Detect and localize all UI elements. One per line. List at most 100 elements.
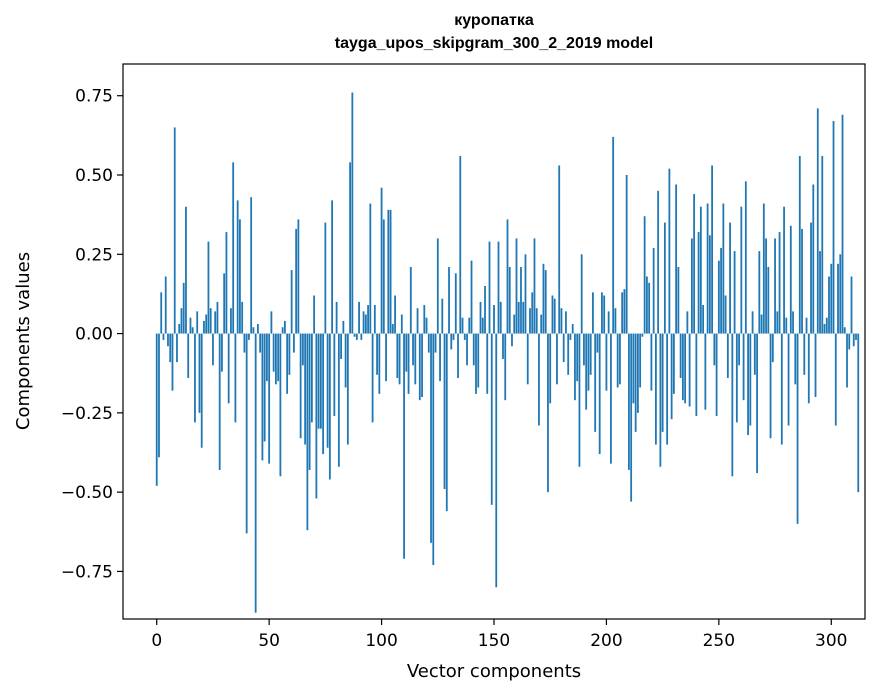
bar	[461, 317, 464, 334]
bar	[308, 333, 311, 470]
bar	[841, 114, 844, 334]
bar	[169, 333, 172, 363]
bar	[421, 333, 423, 397]
bar	[587, 333, 590, 391]
bar	[717, 260, 720, 334]
bar	[353, 333, 356, 337]
bar	[706, 203, 709, 334]
bar	[756, 333, 758, 474]
bar	[726, 333, 729, 378]
bar	[212, 333, 214, 366]
bar	[684, 333, 687, 404]
bar	[771, 333, 774, 363]
bar	[751, 311, 754, 334]
x-axis-label: Vector components	[407, 661, 581, 682]
bar	[470, 260, 473, 334]
bar	[373, 305, 376, 334]
bar	[515, 238, 518, 334]
bar	[567, 333, 570, 375]
bar	[409, 266, 412, 334]
bar	[340, 333, 342, 359]
bar	[355, 333, 358, 340]
y-tick-label: 0.00	[75, 325, 113, 345]
y-tick-label: −0.50	[61, 483, 113, 503]
bar	[819, 251, 821, 334]
bar	[200, 333, 203, 448]
bar	[182, 282, 185, 334]
bar	[362, 311, 365, 334]
bar	[326, 333, 329, 448]
bar	[387, 209, 390, 334]
bar	[578, 333, 581, 467]
bar	[459, 155, 462, 334]
bar	[252, 327, 255, 334]
bar	[517, 301, 520, 334]
bar	[394, 295, 396, 334]
bar	[250, 197, 253, 334]
bar	[270, 311, 273, 334]
bar	[378, 333, 381, 394]
bar	[158, 333, 160, 458]
bar	[520, 266, 522, 334]
bar	[646, 276, 648, 334]
bar	[322, 333, 325, 455]
bar	[236, 200, 239, 334]
bar	[398, 333, 401, 385]
bar	[313, 295, 316, 334]
bar	[248, 333, 250, 340]
bar	[259, 333, 262, 353]
bar	[538, 333, 540, 426]
bar	[488, 241, 491, 334]
bar	[850, 276, 853, 334]
bar	[380, 187, 383, 334]
bar	[798, 155, 801, 334]
bar	[787, 333, 790, 426]
bar	[540, 314, 543, 334]
bar	[839, 254, 842, 334]
bar	[155, 333, 158, 486]
bar	[654, 333, 657, 445]
bar	[598, 333, 601, 455]
bar	[857, 333, 860, 493]
bar	[364, 314, 367, 334]
bar	[445, 333, 448, 512]
bar	[776, 311, 779, 334]
bar	[720, 247, 722, 334]
bar	[715, 333, 718, 417]
bar	[430, 333, 432, 543]
bar	[612, 136, 615, 334]
bar	[416, 308, 419, 334]
bar	[592, 292, 594, 334]
bar	[405, 333, 408, 372]
bar	[533, 238, 536, 334]
bar	[331, 200, 334, 334]
bar	[346, 333, 349, 445]
bar	[295, 228, 298, 334]
bar	[562, 333, 565, 363]
bar	[589, 333, 592, 375]
bar	[466, 333, 468, 366]
bar	[708, 235, 711, 334]
bar	[690, 238, 693, 334]
bar	[499, 301, 502, 334]
x-tick-label: 250	[703, 631, 735, 651]
bar	[391, 324, 394, 334]
bar	[697, 232, 700, 334]
bar	[290, 270, 293, 334]
bar	[801, 228, 803, 334]
bar	[785, 317, 788, 334]
bar	[254, 333, 257, 613]
bar	[681, 333, 684, 401]
bar	[526, 333, 529, 385]
bar	[650, 333, 653, 391]
bar	[275, 333, 277, 385]
bar	[529, 308, 531, 334]
bar	[441, 298, 444, 334]
bar	[702, 305, 705, 334]
bar	[230, 308, 232, 334]
bar	[542, 263, 545, 334]
bar	[607, 311, 610, 334]
bar	[616, 333, 619, 388]
bar	[358, 301, 360, 334]
